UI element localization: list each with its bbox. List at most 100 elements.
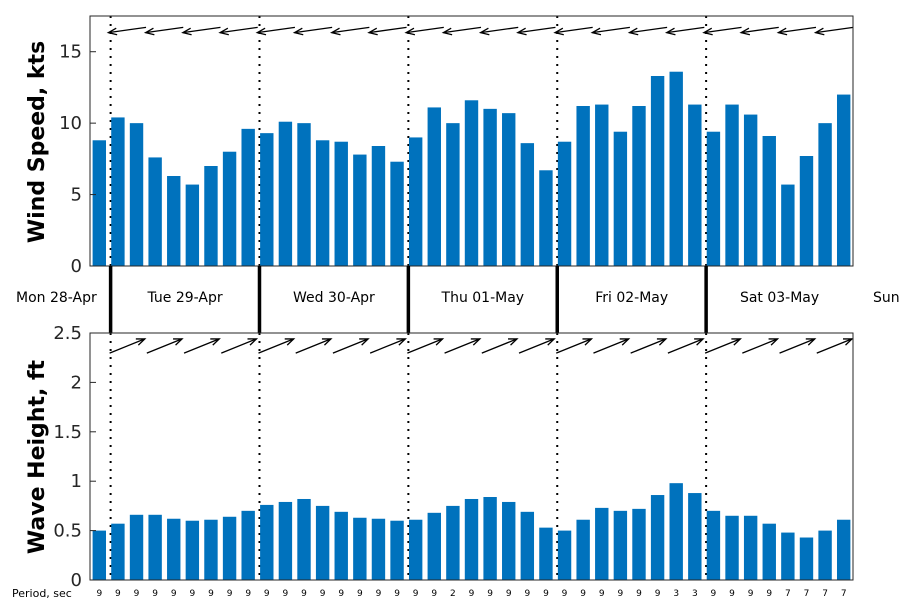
wave-grid	[109, 333, 708, 580]
period-value: 9	[618, 589, 624, 599]
wave-bar	[390, 520, 404, 580]
wave-bar	[371, 518, 386, 580]
wave-bar	[799, 537, 814, 580]
period-value: 9	[115, 589, 121, 599]
wind-y-ticks: 0 5 10 15	[59, 42, 96, 277]
wave-arrow-shaft	[295, 338, 332, 354]
period-value: 9	[227, 589, 233, 599]
wind-bar	[595, 104, 609, 266]
wave-arrow-head	[656, 338, 668, 346]
wind-bar	[408, 137, 423, 266]
wave-arrow-head	[359, 338, 370, 346]
wind-arrow-head	[255, 27, 267, 36]
period-value: 9	[487, 589, 493, 599]
period-value: 9	[245, 589, 251, 599]
wave-arrow-shaft	[518, 338, 555, 354]
wind-bar	[706, 131, 721, 266]
wave-arrow-shaft	[369, 338, 406, 354]
period-value: 9	[376, 589, 382, 599]
period-row: Period, sec 9 9 9 9 9 9 9 9 9 9 9 9 9 9 9 9 9 9 9 2 9 9 9 9 9 9 9 9…	[12, 587, 847, 600]
period-value: 9	[394, 589, 400, 599]
wave-arrow-shaft	[444, 338, 481, 354]
wind-bar	[650, 76, 665, 266]
wind-arrow-shaft	[703, 26, 742, 34]
wave-y-tick-label: 2	[71, 372, 82, 393]
wave-bar	[725, 515, 739, 580]
wave-arrow-head	[508, 338, 519, 346]
period-value: 7	[841, 589, 847, 599]
wave-arrow-head	[694, 338, 705, 346]
day-label: Mon 28-Apr	[16, 290, 97, 306]
wave-arrow-shaft	[816, 338, 853, 354]
wind-bar	[111, 117, 125, 266]
wind-bar	[222, 151, 237, 266]
wind-arrow-head	[478, 27, 490, 36]
wave-bar	[595, 507, 609, 580]
wave-arrow-shaft	[109, 338, 146, 354]
period-value: 9	[301, 589, 307, 599]
wind-arrow-head	[404, 27, 416, 36]
wind-arrow-shaft	[666, 26, 705, 34]
wind-arrow-head	[367, 27, 378, 36]
day-label: Wed 30-Apr	[293, 290, 375, 306]
period-value: 9	[562, 589, 568, 599]
wind-arrow-head	[664, 27, 676, 36]
period-value: 9	[469, 589, 475, 599]
wind-bar	[427, 107, 441, 266]
wave-arrow-head	[731, 338, 742, 346]
wave-bar	[129, 514, 144, 580]
wind-bar	[688, 104, 702, 266]
wave-arrow-shaft	[742, 338, 778, 354]
wind-bar	[129, 123, 144, 267]
wave-bar	[632, 508, 646, 580]
period-value: 9	[506, 589, 512, 599]
wave-y-tick-label: 1.5	[53, 422, 82, 443]
wind-arrow-head	[702, 27, 713, 36]
wave-arrow-head	[470, 338, 482, 346]
period-value: 9	[766, 589, 772, 599]
wave-arrow-shaft	[183, 338, 220, 354]
wave-bar	[167, 518, 181, 580]
day-label: Tue 29-Apr	[146, 290, 222, 306]
wind-bar	[353, 154, 367, 266]
wave-bar	[464, 498, 479, 580]
wave-bar	[576, 519, 590, 580]
wind-arrow-shaft	[294, 26, 333, 34]
wave-arrow-shaft	[779, 338, 816, 354]
period-value: 3	[692, 589, 698, 599]
wind-bar	[167, 176, 181, 266]
period-value: 9	[208, 589, 214, 599]
wind-bar	[334, 141, 348, 266]
wave-arrow-head	[843, 338, 854, 346]
wind-plot-frame	[89, 15, 854, 267]
wind-arrow-head	[181, 27, 192, 36]
wave-bar	[241, 510, 255, 580]
wind-arrow-head	[813, 27, 825, 36]
wind-bar	[260, 133, 274, 266]
wave-arrow-head	[135, 338, 147, 346]
wind-arrow-shaft	[741, 26, 779, 34]
wind-arrow-head	[218, 27, 229, 36]
wave-arrow-shaft	[593, 338, 629, 354]
wave-bar	[278, 501, 293, 580]
wind-bar	[278, 121, 293, 266]
wave-bar	[669, 483, 683, 580]
period-value: 9	[134, 589, 140, 599]
wind-bar	[92, 140, 107, 266]
wave-bar	[743, 515, 758, 580]
wave-arrow-shaft	[481, 338, 518, 354]
wind-arrow-head	[143, 27, 155, 36]
wind-arrow-shaft	[517, 26, 556, 34]
wind-arrow-shaft	[443, 26, 482, 34]
wave-arrow-shaft	[221, 338, 257, 354]
wave-bar	[539, 527, 553, 580]
wind-arrow-shaft	[108, 26, 147, 34]
wave-arrow-shaft	[407, 338, 443, 354]
period-value: 9	[338, 589, 344, 599]
wind-bar	[241, 128, 255, 266]
wave-arrow-shaft	[146, 338, 183, 354]
period-value: 9	[580, 589, 586, 599]
wave-bar	[446, 505, 460, 580]
period-label: Period, sec	[12, 587, 72, 600]
wave-bar	[222, 516, 237, 580]
